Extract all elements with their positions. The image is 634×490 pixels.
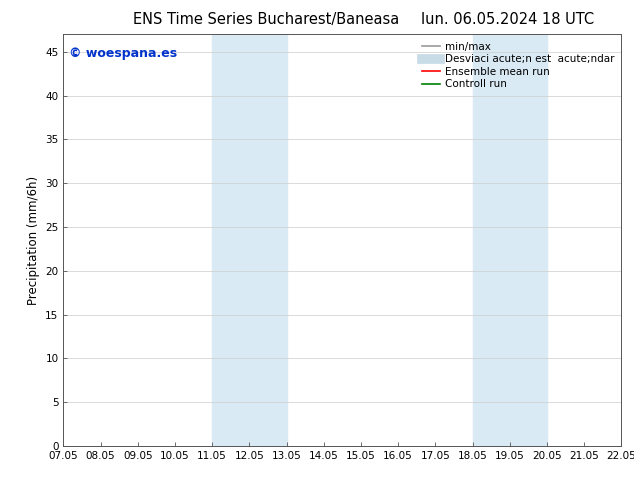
Text: © woespana.es: © woespana.es — [69, 47, 177, 60]
Text: ENS Time Series Bucharest/Baneasa: ENS Time Series Bucharest/Baneasa — [133, 12, 399, 27]
Bar — [212, 34, 287, 446]
Bar — [472, 34, 547, 446]
Text: lun. 06.05.2024 18 UTC: lun. 06.05.2024 18 UTC — [420, 12, 594, 27]
Legend: min/max, Desviaci acute;n est  acute;ndar, Ensemble mean run, Controll run: min/max, Desviaci acute;n est acute;ndar… — [417, 37, 618, 94]
Y-axis label: Precipitation (mm/6h): Precipitation (mm/6h) — [27, 175, 40, 305]
